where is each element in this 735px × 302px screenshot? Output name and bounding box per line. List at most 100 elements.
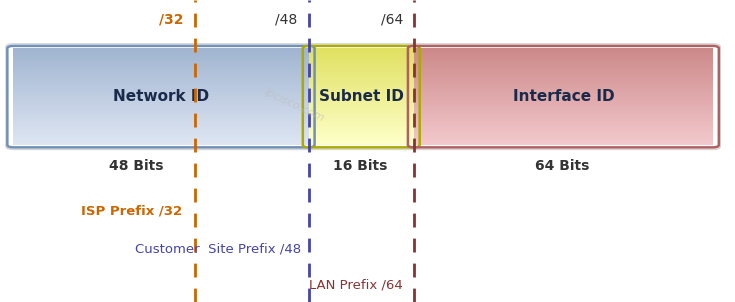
Bar — [13, 78, 309, 81]
Bar — [13, 88, 309, 90]
Bar — [309, 90, 414, 92]
Bar — [13, 140, 309, 142]
Bar — [13, 107, 309, 110]
Bar — [13, 133, 309, 135]
Bar — [414, 88, 713, 90]
Bar — [414, 86, 713, 88]
Bar — [13, 77, 309, 79]
Bar — [309, 141, 414, 143]
Bar — [414, 140, 713, 142]
Bar — [13, 143, 309, 145]
Bar — [309, 107, 414, 110]
Bar — [414, 73, 713, 76]
Bar — [13, 61, 309, 63]
Bar — [414, 49, 713, 52]
Bar — [414, 99, 713, 101]
Bar — [13, 85, 309, 87]
Text: Network ID: Network ID — [113, 89, 209, 104]
Text: /32: /32 — [159, 13, 184, 27]
Bar — [13, 122, 309, 124]
Bar — [414, 70, 713, 72]
Bar — [414, 69, 713, 71]
Text: /64: /64 — [381, 13, 403, 27]
Bar — [309, 138, 414, 140]
Bar — [414, 96, 713, 98]
Bar — [309, 115, 414, 117]
Bar — [309, 99, 414, 101]
Bar — [13, 135, 309, 137]
Bar — [309, 83, 414, 85]
Bar — [13, 114, 309, 116]
Bar — [414, 91, 713, 93]
Bar — [13, 66, 309, 68]
Bar — [13, 72, 309, 74]
Bar — [414, 72, 713, 74]
Bar — [309, 96, 414, 98]
Bar — [414, 53, 713, 55]
Bar — [13, 131, 309, 134]
Bar — [13, 102, 309, 105]
Bar — [414, 85, 713, 87]
Bar — [414, 131, 713, 134]
Bar — [414, 112, 713, 114]
Text: Subnet ID: Subnet ID — [319, 89, 404, 104]
Bar — [414, 114, 713, 116]
Bar — [13, 111, 309, 113]
Bar — [414, 67, 713, 69]
Bar — [309, 70, 414, 72]
Bar — [309, 80, 414, 82]
Bar — [13, 120, 309, 122]
Bar — [13, 73, 309, 76]
Bar — [414, 109, 713, 111]
Bar — [13, 124, 309, 126]
Bar — [13, 48, 309, 50]
Bar — [13, 86, 309, 88]
Text: 16 Bits: 16 Bits — [333, 159, 387, 173]
Bar — [309, 111, 414, 113]
Bar — [414, 75, 713, 77]
Bar — [414, 106, 713, 108]
Bar — [13, 109, 309, 111]
Bar — [414, 102, 713, 105]
Bar — [414, 135, 713, 137]
Bar — [13, 70, 309, 72]
Bar — [414, 61, 713, 63]
Bar — [414, 98, 713, 100]
Bar — [13, 127, 309, 129]
Bar — [13, 138, 309, 140]
Bar — [13, 93, 309, 95]
Bar — [309, 102, 414, 105]
Bar — [13, 98, 309, 100]
Bar — [309, 64, 414, 66]
Bar — [13, 56, 309, 58]
Text: 64 Bits: 64 Bits — [535, 159, 589, 173]
Bar — [414, 125, 713, 127]
Bar — [13, 64, 309, 66]
Bar — [309, 48, 414, 50]
Bar — [414, 141, 713, 143]
Bar — [13, 101, 309, 103]
Bar — [309, 73, 414, 76]
Bar — [414, 90, 713, 92]
Bar — [309, 91, 414, 93]
Bar — [414, 133, 713, 135]
Bar — [414, 104, 713, 106]
Bar — [13, 80, 309, 82]
Bar — [414, 83, 713, 85]
Bar — [414, 77, 713, 79]
Bar — [309, 128, 414, 130]
Bar — [309, 49, 414, 52]
Bar — [13, 96, 309, 98]
Bar — [309, 104, 414, 106]
Text: ISP Prefix /32: ISP Prefix /32 — [81, 205, 182, 218]
Bar — [309, 67, 414, 69]
Bar — [309, 117, 414, 119]
Bar — [414, 122, 713, 124]
Bar — [309, 140, 414, 142]
Bar — [309, 131, 414, 134]
Bar — [309, 54, 414, 56]
Bar — [309, 124, 414, 126]
Bar — [309, 122, 414, 124]
Bar — [13, 67, 309, 69]
Bar — [13, 91, 309, 93]
